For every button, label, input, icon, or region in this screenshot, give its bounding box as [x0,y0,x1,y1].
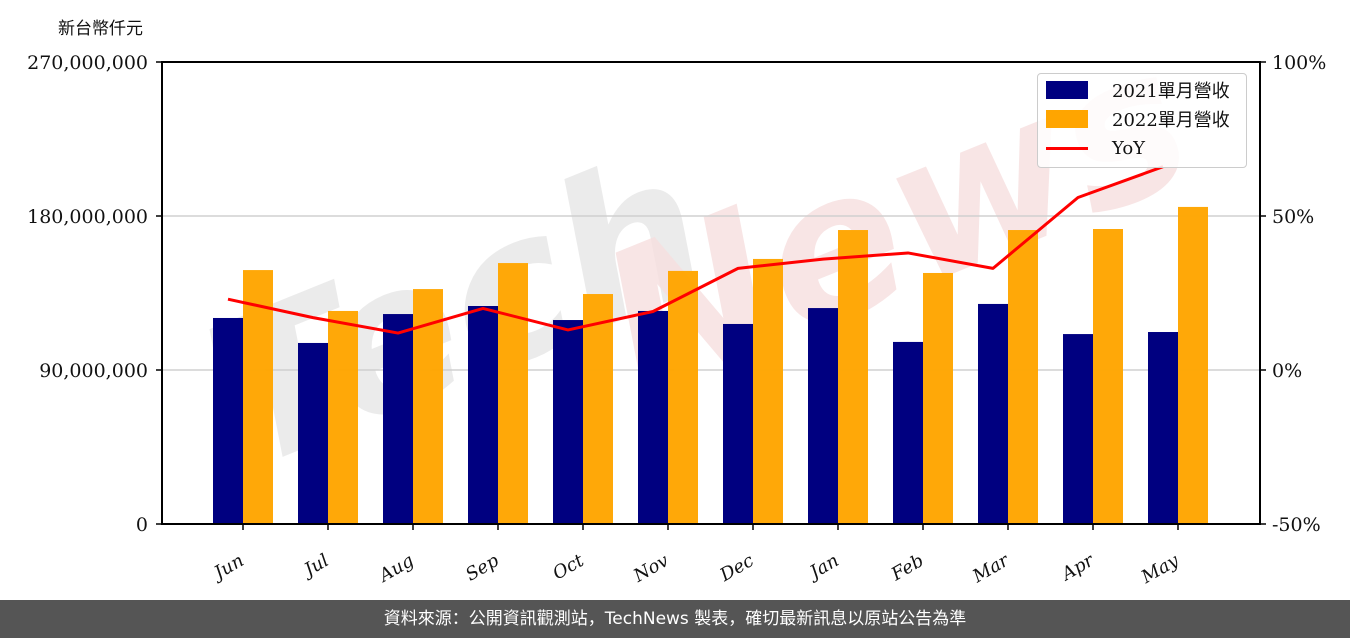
svg-text:100%: 100% [1272,52,1326,74]
navy-swatch-icon [1046,81,1088,99]
svg-text:0%: 0% [1272,360,1302,382]
svg-text:Dec: Dec [716,550,758,586]
yoy-line [227,165,1164,335]
left-axis-ticks: 0 90,000,000 180,000,000 270,000,000 [27,52,162,536]
svg-text:Jul: Jul [297,550,332,583]
svg-text:May: May [1137,550,1183,589]
svg-text:Mar: Mar [968,549,1013,587]
bar-series [213,206,1208,525]
svg-text:50%: 50% [1272,206,1314,228]
svg-text:Jan: Jan [803,550,843,585]
svg-text:Jun: Jun [207,550,247,585]
legend-label: YoY [1112,137,1146,159]
legend-item-2021: 2021單月營收 [1046,78,1230,102]
red-line-icon [1046,146,1088,150]
y-axis-unit-label: 新台幣仟元 [58,19,143,39]
svg-text:180,000,000: 180,000,000 [27,206,148,228]
svg-text:Feb: Feb [887,550,928,586]
legend-item-2022: 2022單月營收 [1046,107,1230,131]
orange-swatch-icon [1046,110,1088,128]
svg-text:0: 0 [136,514,148,536]
svg-text:270,000,000: 270,000,000 [27,52,148,74]
svg-text:Sep: Sep [462,550,503,586]
svg-text:Nov: Nov [629,550,672,587]
chart-legend: 2021單月營收 2022單月營收 YoY [1037,73,1247,168]
x-axis-ticks: Jun Jul Aug Sep Oct Nov Dec Jan Feb Mar Apr May [207,524,1183,589]
axes [161,61,1261,525]
legend-item-yoy: YoY [1046,136,1145,160]
svg-text:90,000,000: 90,000,000 [39,360,148,382]
legend-label: 2021單月營收 [1112,81,1230,102]
right-axis-ticks: -50% 0% 50% 100% [1260,52,1326,536]
svg-text:Aug: Aug [374,550,418,587]
svg-text:Oct: Oct [549,550,588,585]
svg-text:-50%: -50% [1272,514,1321,536]
legend-label: 2022單月營收 [1112,110,1230,131]
source-footer: 資料來源：公開資訊觀測站，TechNews 製表，確切最新訊息以原站公告為準 [0,600,1350,638]
svg-text:Apr: Apr [1057,549,1099,585]
